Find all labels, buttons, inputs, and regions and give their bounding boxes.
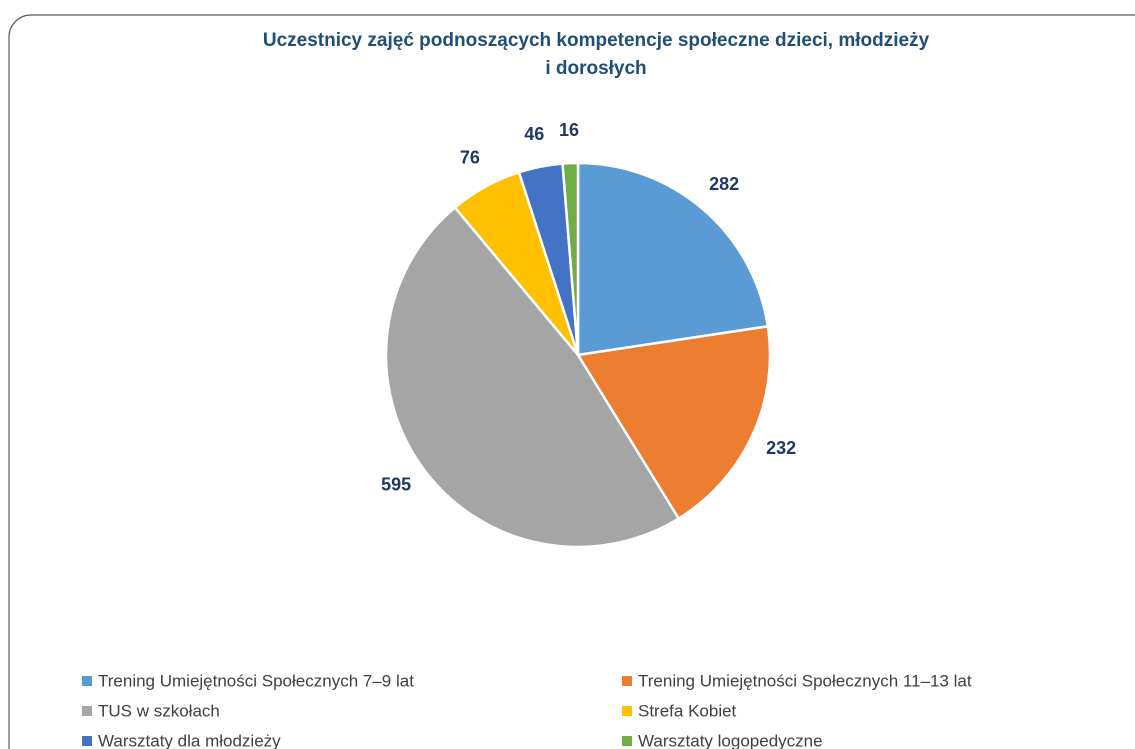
chart-title: i dorosłych bbox=[545, 58, 646, 79]
pie-slice bbox=[384, 205, 681, 549]
data-label: 46 bbox=[524, 124, 544, 144]
legend-label: Warsztaty logopedyczne bbox=[638, 731, 823, 749]
pie-slice bbox=[561, 161, 580, 356]
legend-swatch bbox=[622, 676, 632, 686]
chart-title: Uczestnicy zajęć podnoszących kompetencj… bbox=[263, 30, 930, 51]
data-label: 282 bbox=[709, 174, 739, 194]
data-label: 16 bbox=[559, 120, 579, 140]
data-label: 595 bbox=[381, 475, 411, 495]
legend-swatch bbox=[622, 736, 632, 746]
legend-label: Trening Umiejętności Społecznych 11–13 l… bbox=[638, 671, 972, 690]
pie-slice bbox=[576, 161, 770, 357]
data-label: 76 bbox=[460, 148, 480, 168]
legend-swatch bbox=[82, 706, 92, 716]
pie-slice bbox=[575, 324, 772, 521]
legend-label: Warsztaty dla młodzieży bbox=[98, 731, 281, 749]
legend-swatch bbox=[82, 676, 92, 686]
legend-swatch bbox=[622, 706, 632, 716]
legend-label: Strefa Kobiet bbox=[638, 701, 737, 720]
data-label: 232 bbox=[766, 438, 796, 458]
legend-swatch bbox=[82, 736, 92, 746]
legend-label: TUS w szkołach bbox=[98, 701, 220, 720]
legend-label: Trening Umiejętności Społecznych 7–9 lat bbox=[98, 671, 414, 690]
